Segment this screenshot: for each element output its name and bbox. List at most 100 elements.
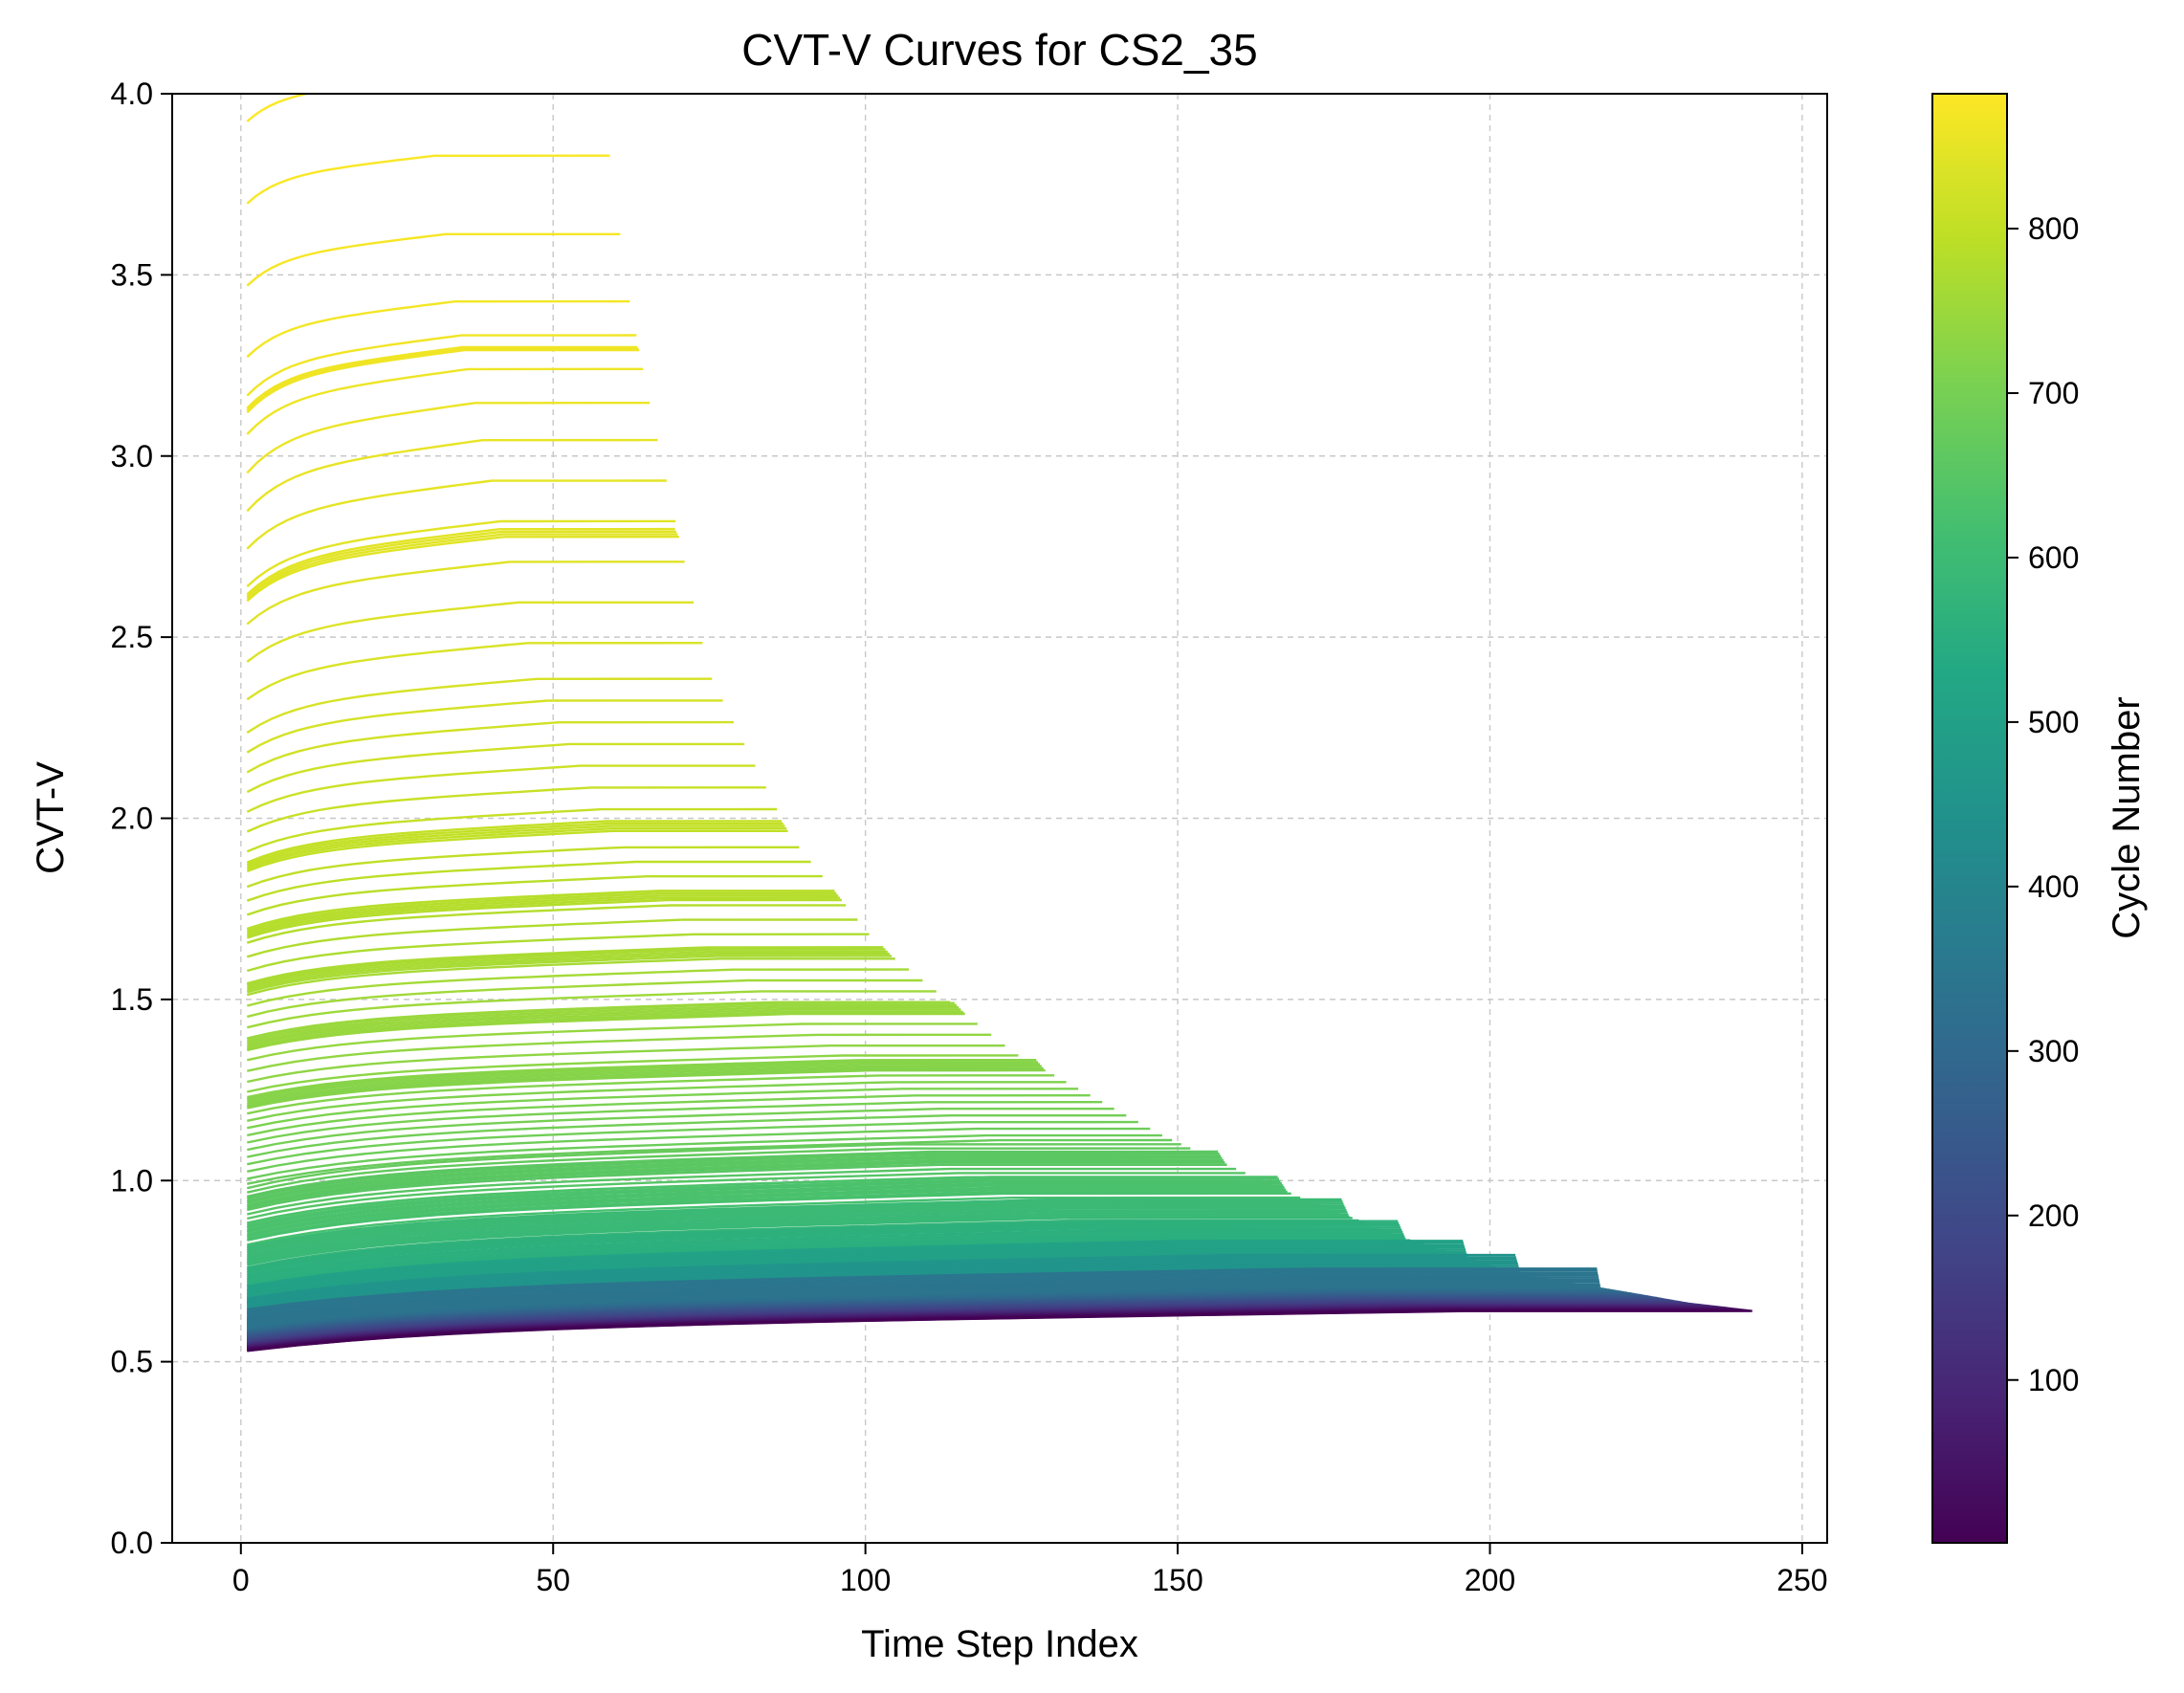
cycle-line bbox=[246, 904, 847, 944]
cycle-line bbox=[247, 1199, 1343, 1250]
cycle-line bbox=[246, 890, 835, 931]
cycle-line bbox=[247, 1269, 1598, 1313]
cycle-line bbox=[246, 846, 800, 889]
cycle-line bbox=[247, 1223, 1401, 1274]
y-tick-label: 0.0 bbox=[111, 1526, 153, 1560]
cycle-line bbox=[246, 742, 745, 794]
cycle-line bbox=[247, 1186, 1285, 1236]
cycle-line bbox=[246, 894, 839, 935]
cycle-line bbox=[247, 1133, 1162, 1180]
cycle-line bbox=[246, 642, 703, 701]
cycle-line bbox=[247, 1278, 1599, 1322]
colorbar-tick-label: 800 bbox=[2028, 211, 2079, 246]
cycle-line bbox=[247, 1226, 1401, 1276]
cycle-line bbox=[246, 953, 890, 992]
cycle-line bbox=[247, 1213, 1349, 1264]
x-tick-label: 200 bbox=[1465, 1563, 1515, 1597]
cycle-line bbox=[246, 527, 675, 596]
cycle-line bbox=[247, 1147, 1191, 1194]
cycle-line bbox=[247, 1065, 1042, 1106]
cycle-line bbox=[247, 1196, 1301, 1246]
cycle-line bbox=[247, 1221, 1400, 1272]
cycle-line bbox=[247, 1156, 1223, 1204]
y-tick-label: 1.5 bbox=[111, 982, 153, 1017]
cycle-line bbox=[247, 1228, 1402, 1279]
colorbar-tick-label: 600 bbox=[2028, 540, 2079, 575]
cycle-line bbox=[247, 1267, 1598, 1311]
cycle-line bbox=[247, 1160, 1225, 1209]
cycle-line bbox=[246, 720, 734, 774]
colorbar-label: Cycle Number bbox=[2106, 696, 2148, 938]
cycle-line bbox=[247, 1005, 960, 1045]
y-axis-label: CVT-V bbox=[30, 761, 72, 874]
cycle-line bbox=[247, 1107, 1114, 1152]
colorbar-tick-label: 100 bbox=[2028, 1363, 2079, 1397]
cycle-line bbox=[247, 1163, 1227, 1212]
colorbar-axis: 100 200 300 400 500 600 700 800 bbox=[2007, 211, 2079, 1397]
cycle-line bbox=[246, 891, 837, 933]
cycle-line bbox=[247, 1211, 1348, 1261]
cycle-line bbox=[246, 402, 651, 474]
cycle-line bbox=[246, 334, 637, 397]
cycle-line bbox=[247, 990, 937, 1029]
cycle-line bbox=[247, 1220, 1399, 1270]
cycle-line bbox=[247, 1250, 1467, 1299]
cycle-line bbox=[246, 820, 783, 864]
cycle-line bbox=[247, 1154, 1222, 1202]
cycle-line bbox=[246, 519, 676, 588]
cycle-line bbox=[246, 825, 785, 868]
cycle-line bbox=[247, 957, 895, 997]
cycle-line bbox=[247, 1061, 1039, 1101]
cycle-line bbox=[246, 950, 888, 989]
cycle-line bbox=[246, 533, 678, 600]
x-axis-label: Time Step Index bbox=[861, 1623, 1138, 1665]
cycle-line bbox=[246, 874, 823, 916]
cycle-line bbox=[246, 232, 621, 287]
cycle-line bbox=[247, 1068, 1046, 1110]
cycle-line bbox=[247, 1150, 1219, 1198]
cycle-line bbox=[246, 948, 886, 987]
cycle-line bbox=[246, 764, 756, 813]
cycle-line bbox=[246, 826, 787, 870]
cycle-line bbox=[246, 94, 313, 122]
cycle-line bbox=[246, 299, 630, 359]
cycle-line bbox=[246, 955, 893, 994]
cycle-line bbox=[247, 1113, 1127, 1158]
colorbar-tick-label: 500 bbox=[2028, 705, 2079, 739]
cycle-line bbox=[247, 1008, 961, 1047]
cycle-line bbox=[247, 1012, 965, 1052]
cycle-line bbox=[247, 1309, 1753, 1352]
cycle-line bbox=[247, 1230, 1403, 1281]
cycle-line bbox=[246, 601, 694, 663]
cycle-line bbox=[247, 1245, 1466, 1294]
cycle-line bbox=[246, 786, 766, 833]
cycle-line bbox=[246, 822, 783, 867]
cycle-line bbox=[247, 1233, 1404, 1283]
cycle-line bbox=[246, 896, 841, 937]
cycle-line bbox=[247, 1285, 1600, 1329]
cycle-line bbox=[247, 1167, 1237, 1216]
cycle-line bbox=[247, 1176, 1278, 1225]
y-tick-label: 2.0 bbox=[111, 802, 153, 836]
cycle-line bbox=[246, 946, 884, 985]
cycle-line bbox=[247, 1192, 1291, 1242]
cycle-line bbox=[247, 1184, 1284, 1234]
cycle-line bbox=[246, 918, 858, 958]
cycle-line bbox=[247, 1202, 1344, 1252]
cycle-line bbox=[247, 1127, 1151, 1173]
cycle-line bbox=[247, 1100, 1103, 1144]
y-tick-label: 4.0 bbox=[111, 77, 153, 111]
colorbar-tick-label: 300 bbox=[2028, 1034, 2079, 1068]
cycle-line bbox=[247, 1273, 1599, 1318]
cycle-line bbox=[246, 561, 685, 626]
cycle-line bbox=[247, 1063, 1040, 1103]
cycle-line bbox=[247, 1248, 1467, 1297]
cycle-line bbox=[246, 367, 644, 435]
cycle-line bbox=[247, 968, 910, 1007]
cycle-line bbox=[247, 1262, 1518, 1308]
cycle-line bbox=[247, 1276, 1599, 1320]
cycle-line bbox=[247, 1022, 978, 1062]
y-axis: 0.0 0.5 1.0 1.5 2.0 2.5 3.0 3.5 4.0 bbox=[111, 77, 172, 1560]
cycle-line bbox=[246, 699, 723, 754]
cycle-line bbox=[247, 1219, 1359, 1269]
